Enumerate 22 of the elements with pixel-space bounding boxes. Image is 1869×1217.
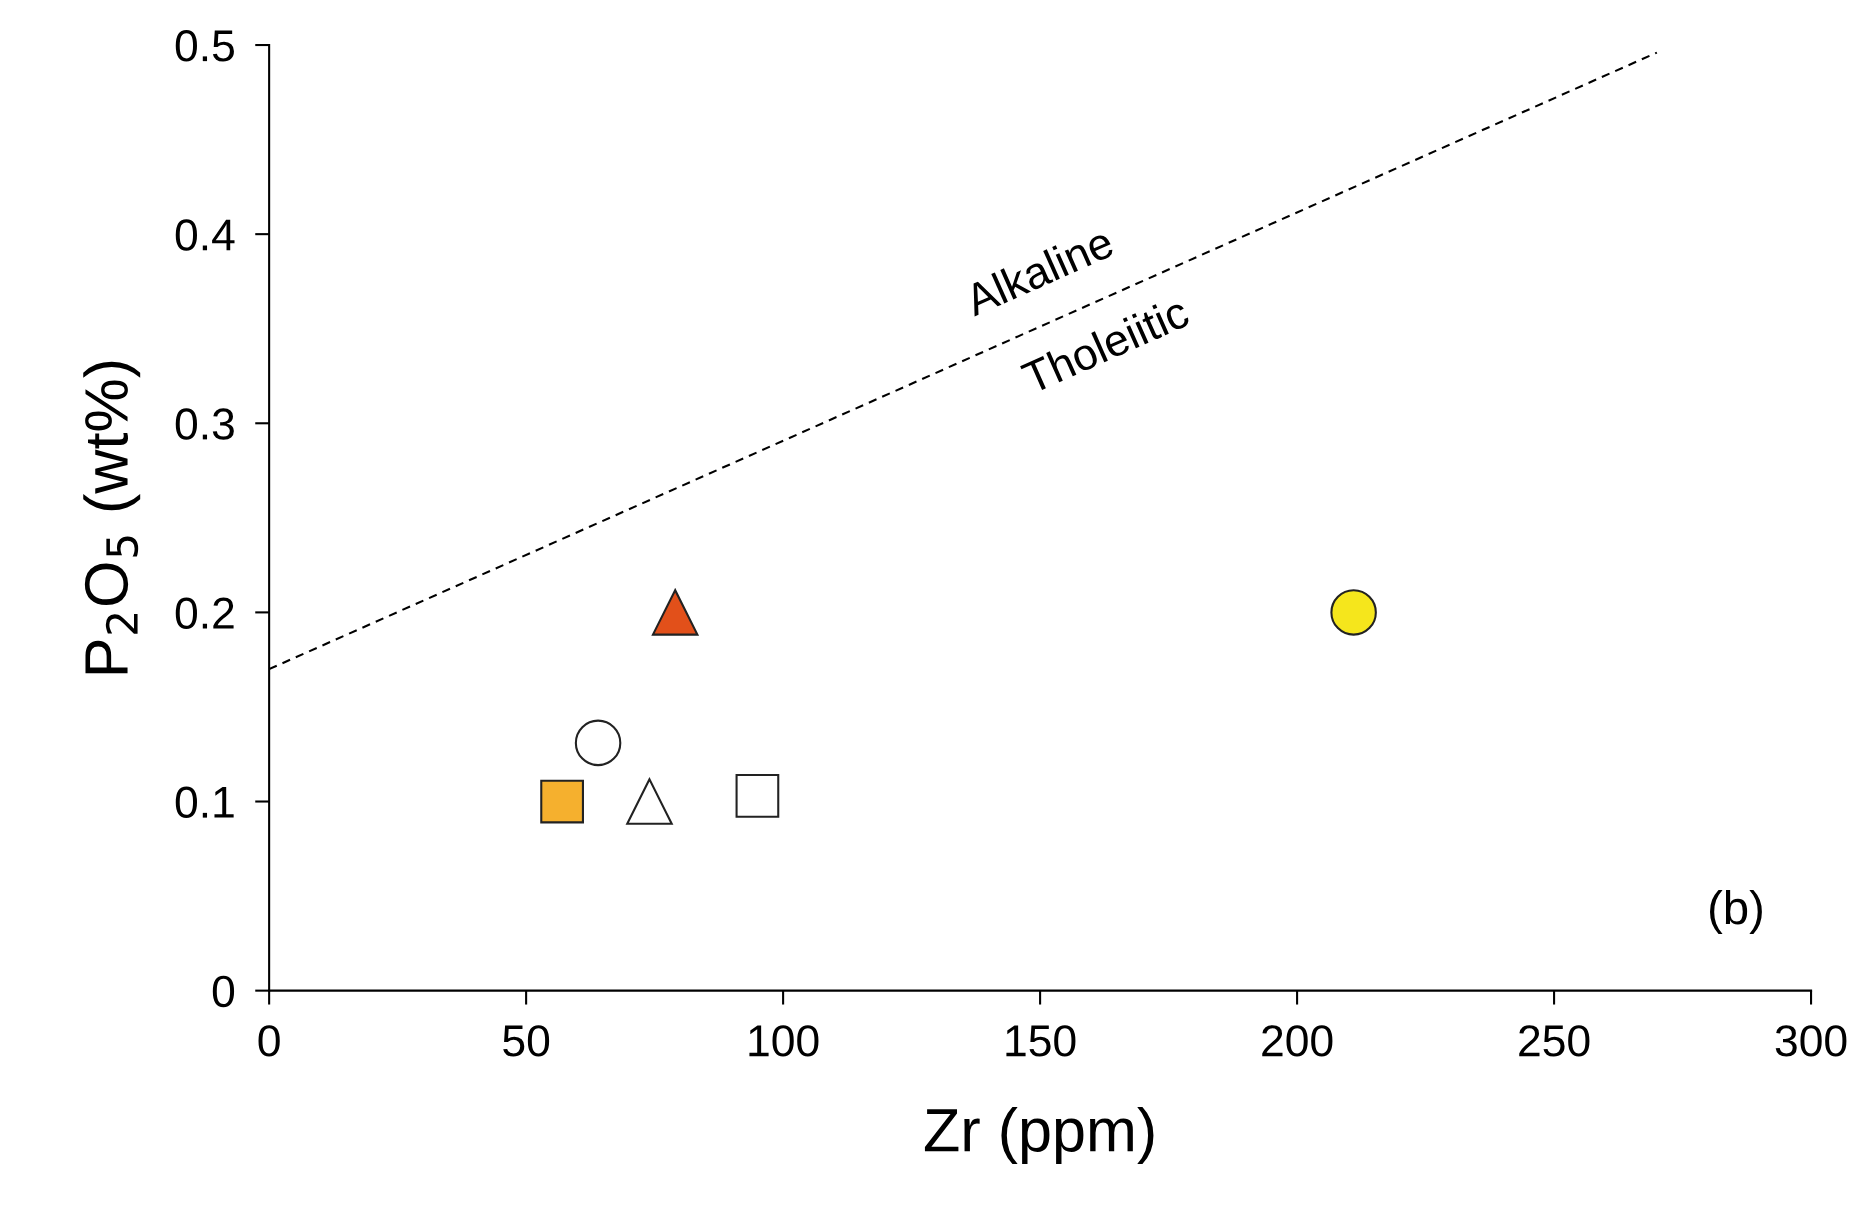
point [540, 779, 584, 824]
x-tick-label: 100 [749, 1025, 819, 1057]
point [626, 778, 673, 825]
x-tick-label: 50 [503, 1025, 550, 1057]
y-axis-title: P$_{2}$O$_{5}$ (wt%) [83, 361, 141, 674]
x-axis-title: Zr (ppm) [924, 1107, 1154, 1165]
x-tick-label: 250 [1519, 1025, 1590, 1057]
y-tick-label: 0.4 [175, 219, 235, 251]
point [651, 589, 699, 636]
y-tick-label: 0.1 [175, 786, 234, 819]
point [735, 773, 780, 818]
x-tick-label: 200 [1262, 1025, 1333, 1057]
x-tick-label: 0 [258, 1025, 280, 1057]
x-tick-label: 300 [1775, 1025, 1847, 1057]
point [1330, 589, 1377, 636]
y-tick-label: 0 [212, 975, 235, 1008]
annotation: (b) [1710, 889, 1762, 934]
y-tick-label: 0.5 [175, 30, 234, 62]
y-tick-label: 0.3 [175, 408, 234, 440]
y-tick-label: 0.2 [175, 597, 234, 629]
x-tick-label: 150 [1006, 1025, 1076, 1057]
point [574, 719, 622, 767]
